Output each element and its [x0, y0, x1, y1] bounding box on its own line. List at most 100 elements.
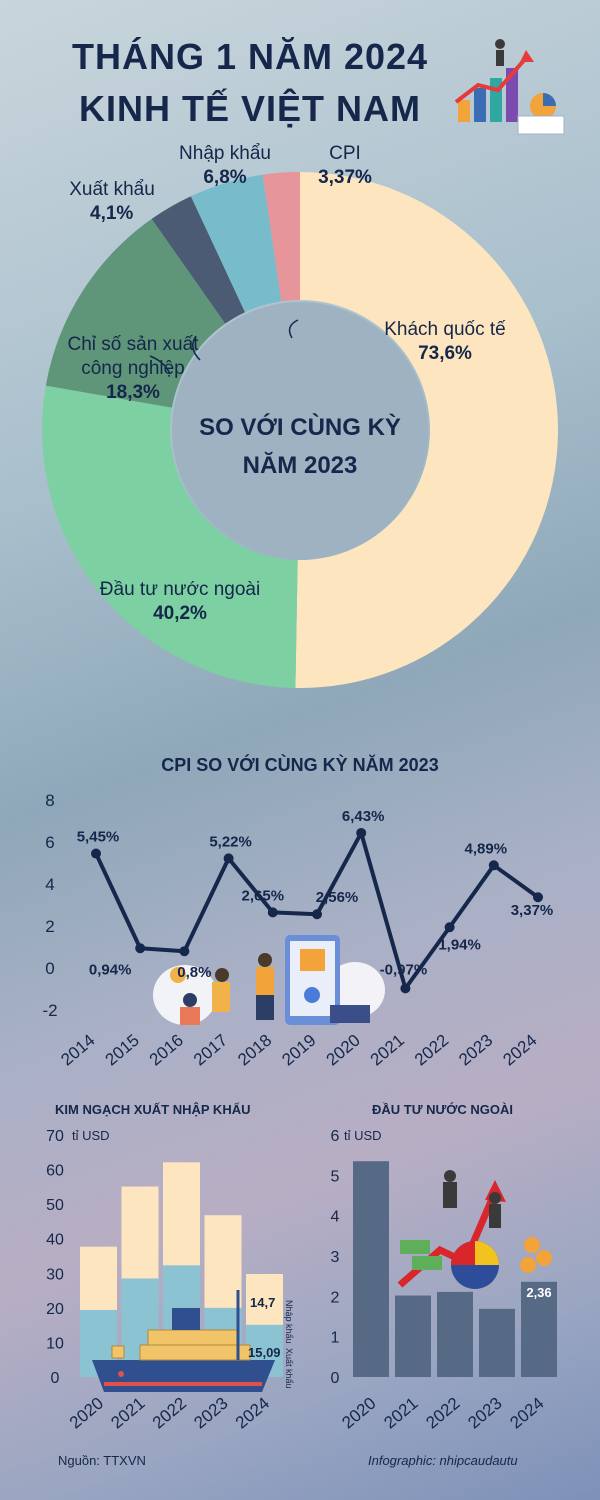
x-tick-label: 2020: [66, 1394, 107, 1433]
y-axis-unit: tỉ USD: [72, 1128, 110, 1143]
illustration-paper: [517, 115, 565, 135]
donut-segment-0: [295, 172, 559, 688]
cpi-data-label: 2,56%: [316, 889, 359, 906]
label-export-name: Xuất khẩu: [69, 179, 155, 200]
x-tick-label: 2023: [455, 1031, 496, 1070]
illustration-arrowhead: [520, 50, 534, 62]
cpi-data-label: 4,89%: [465, 840, 508, 857]
y-tick-label: 60: [46, 1163, 64, 1180]
x-tick-label: 2024: [232, 1394, 273, 1433]
import-bar: [246, 1274, 283, 1325]
label-tourists-name: Khách quốc tế: [384, 319, 506, 340]
x-tick-label: 2021: [107, 1394, 148, 1433]
cpi-line-chart: 8 6 4 2 0 -2 2014 2015 2016 2017 2018 2019 2020 2021…: [42, 791, 553, 1070]
donut-segment-5: [262, 172, 300, 302]
illustration-person-body: [180, 1007, 200, 1025]
ship-stripe: [104, 1382, 262, 1386]
label-fdi: Đầu tư nước ngoài 40,2%: [80, 578, 280, 626]
y-tick-label: 70: [46, 1128, 64, 1145]
y-tick-label: 10: [46, 1335, 64, 1352]
export-series-label: Xuất khẩu: [284, 1348, 294, 1389]
label-import-value: 6,8%: [203, 167, 247, 188]
ship-crane: [172, 1308, 200, 1330]
cpi-point: [312, 909, 322, 920]
y-tick-label: 2: [331, 1289, 340, 1306]
export-2024-label: 15,09: [248, 1345, 281, 1360]
cpi-data-label: 1,94%: [438, 936, 481, 953]
illustration-person-body: [489, 1204, 501, 1228]
y-tick-label: 1: [331, 1330, 340, 1347]
donut-segment-3: [151, 196, 246, 324]
y-tick-label: 50: [46, 1197, 64, 1214]
illustration-cash: [412, 1256, 442, 1270]
fdi-bar-chart: 6 5 4 3 2 1 0 tỉ USD 2020 2021 2022 2023 2024 2,36: [331, 1128, 557, 1432]
ship-containers: [139, 1344, 251, 1361]
donut-segments: [41, 172, 559, 688]
label-cpi-name: CPI: [329, 143, 361, 164]
cpi-data-label: -0,97%: [380, 961, 428, 978]
illustration-coin: [524, 1237, 540, 1253]
cpi-point: [223, 853, 234, 864]
illustration-check: [304, 987, 320, 1003]
page-title-line2: KINH TẾ VIỆT NAM: [78, 88, 421, 129]
cpi-point: [135, 943, 146, 954]
x-tick-label: 2015: [102, 1031, 143, 1070]
illustration-coin: [520, 1257, 536, 1273]
illustration-person-body: [443, 1182, 457, 1208]
fdi-bar: [437, 1291, 473, 1377]
label-fdi-name: Đầu tư nước ngoài: [99, 579, 261, 600]
fdi-chart-title: ĐẦU TƯ NƯỚC NGOÀI: [372, 1102, 513, 1117]
x-tick-label: 2017: [190, 1031, 231, 1070]
cargo-ship-illustration: [92, 1290, 275, 1392]
cpi-series: [91, 827, 543, 994]
y-tick-label: 5: [331, 1168, 340, 1185]
cpi-data-label: 5,45%: [77, 829, 120, 846]
label-tourists-value: 73,6%: [418, 343, 472, 364]
illustration-person-head: [444, 1170, 456, 1182]
illustration-bar: [458, 100, 470, 122]
fdi-bar: [521, 1281, 557, 1377]
label-tourists: Khách quốc tế 73,6%: [360, 318, 530, 366]
illustration-shopping-bag: [300, 949, 325, 971]
y-tick-label: 0: [331, 1370, 340, 1387]
illustration-person-head: [258, 953, 272, 967]
business-growth-illustration: [454, 39, 565, 135]
import-2024-label: 14,7: [250, 1295, 275, 1310]
y-tick-label: 2: [45, 917, 54, 936]
label-export: Xuất khẩu 4,1%: [52, 178, 172, 226]
donut-center-line1: SO VỚI CÙNG KỲ: [199, 414, 401, 441]
y-tick-label: 20: [46, 1301, 64, 1318]
fdi-bar: [395, 1295, 431, 1377]
y-tick-label: 8: [45, 791, 54, 810]
cpi-data-label: 0,8%: [177, 964, 211, 981]
illustration-cash: [400, 1240, 430, 1254]
donut-segment-4: [190, 174, 282, 313]
import-bar: [80, 1246, 117, 1310]
export-callout-arrow: [149, 355, 171, 375]
ship-crate: [111, 1345, 125, 1359]
illustration-coin: [170, 967, 186, 983]
cpi-y-axis: 8 6 4 2 0 -2: [42, 791, 57, 1020]
illustration-pie-slice: [451, 1241, 475, 1265]
label-cpi-value: 3,37%: [318, 167, 372, 188]
illustration-arrow: [454, 56, 528, 104]
illustration-person-body: [496, 50, 504, 66]
x-tick-label: 2014: [57, 1031, 98, 1070]
y-tick-label: -2: [42, 1001, 57, 1020]
trade-chart-title: KIM NGẠCH XUẤT NHẬP KHẨU: [55, 1102, 251, 1117]
cpi-point: [488, 860, 499, 871]
x-tick-label: 2023: [190, 1394, 231, 1433]
x-tick-label: 2021: [367, 1031, 408, 1070]
illustration-person-head: [215, 968, 229, 982]
label-fdi-value: 40,2%: [153, 603, 207, 624]
label-import-name: Nhập khẩu: [179, 143, 271, 164]
trade-bar-chart: 70 60 50 40 30 20 10 0 tỉ USD 2020 2021 2022 2023 20…: [46, 1128, 294, 1433]
label-industrial-name2: công nghiệp: [81, 358, 185, 379]
illustration-person-body: [212, 982, 230, 1012]
illustration-person-head: [183, 993, 197, 1007]
source-note: Nguồn: TTXVN: [58, 1453, 146, 1468]
cpi-point: [267, 907, 278, 918]
cpi-point: [533, 892, 543, 903]
y-tick-label: 6: [331, 1128, 340, 1145]
